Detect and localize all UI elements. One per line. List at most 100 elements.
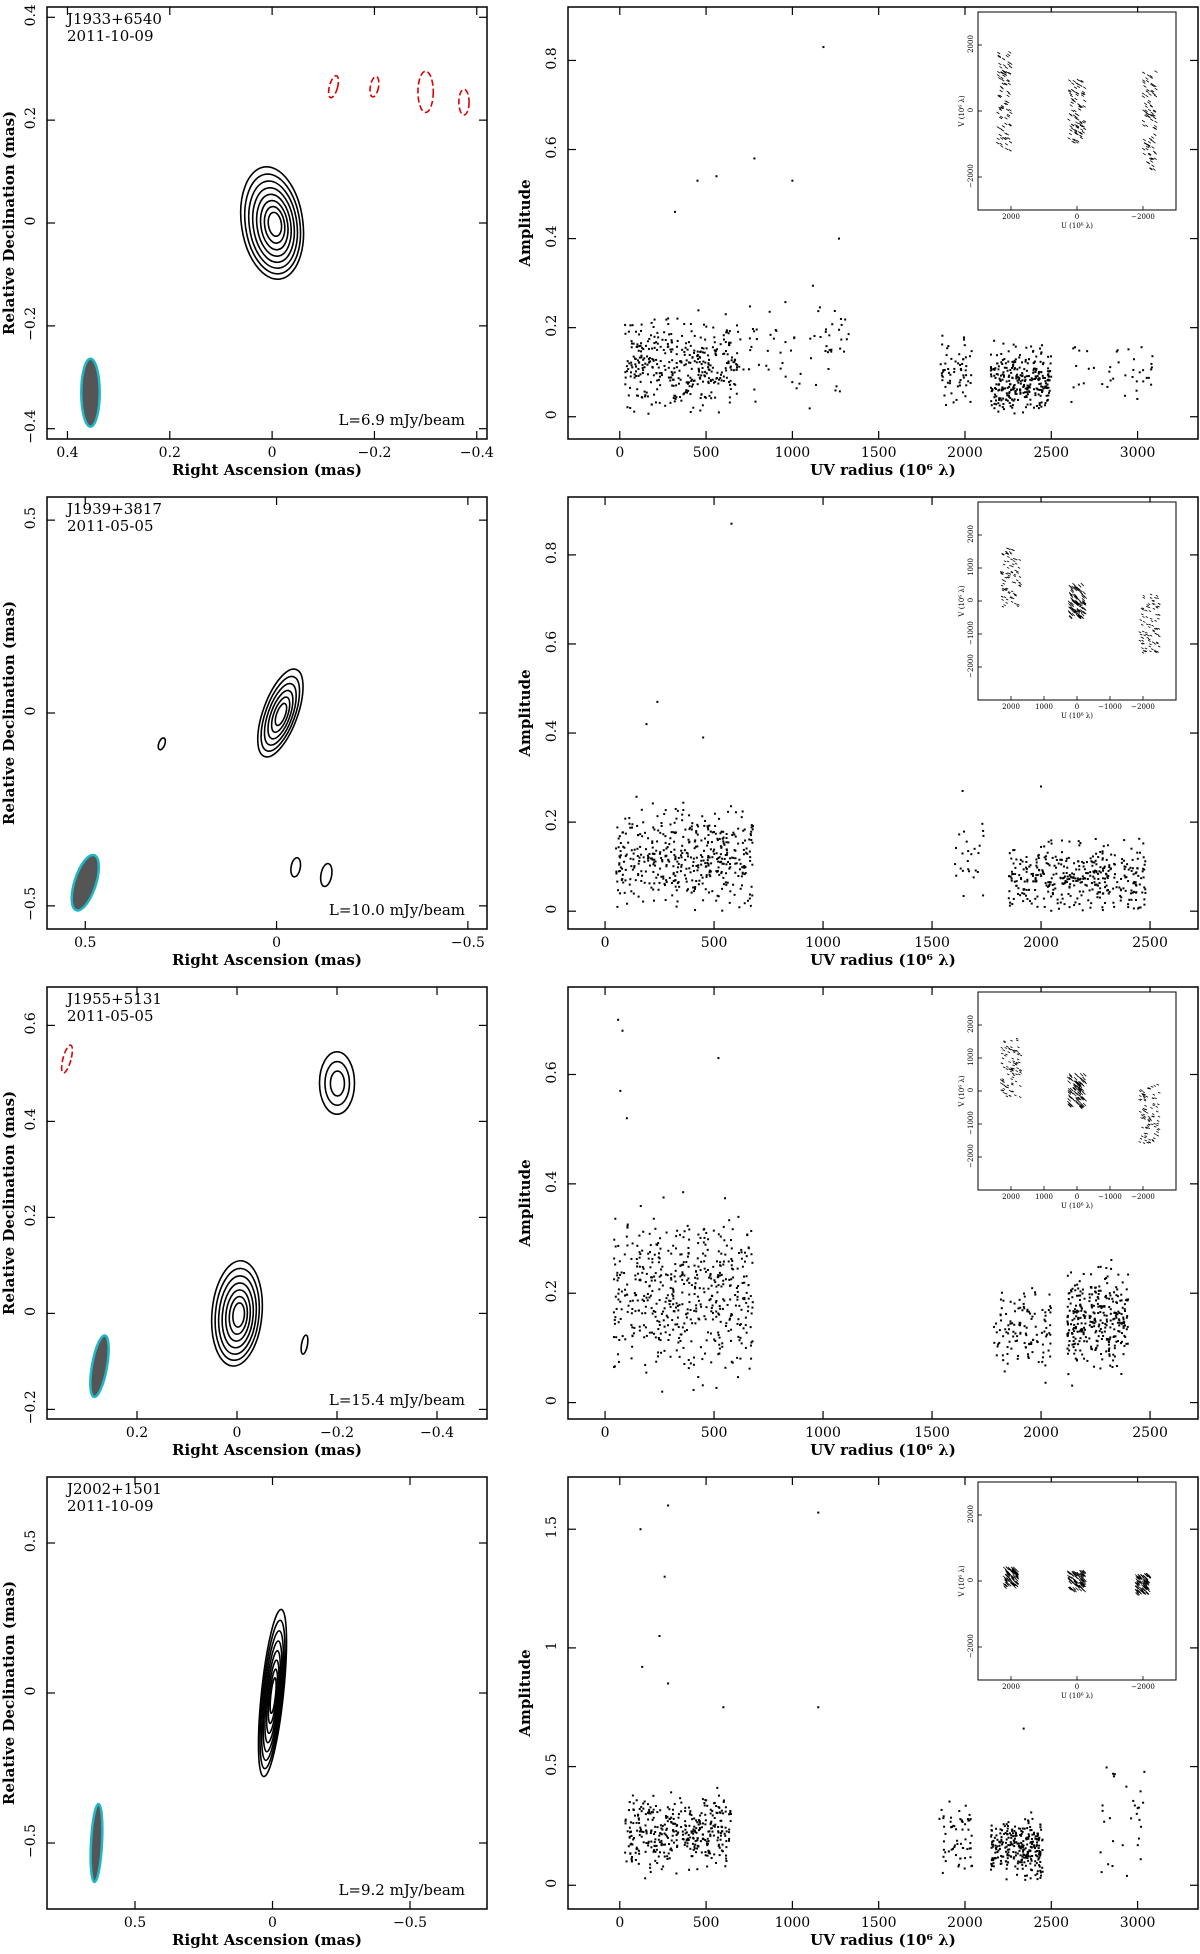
uv-point — [719, 1834, 722, 1837]
uv-point — [704, 1270, 707, 1273]
uv-point — [686, 852, 689, 855]
uv-point — [700, 854, 703, 857]
uv-point — [1124, 374, 1127, 377]
uv-track-sample — [1007, 1566, 1012, 1571]
uv-point — [1056, 898, 1059, 901]
uv-point — [1029, 383, 1032, 386]
uv-point — [655, 1243, 658, 1246]
uv-point — [1063, 903, 1066, 906]
uv-point — [1011, 377, 1014, 380]
uv-point — [703, 1315, 706, 1318]
uv-point — [1025, 860, 1028, 863]
uv-track-sample — [1010, 1039, 1013, 1042]
uv-track-sample — [1152, 168, 1156, 171]
uv-track-sample — [1070, 606, 1075, 610]
uv-track-sample — [1075, 1571, 1079, 1576]
uv-point — [1115, 1365, 1118, 1368]
uv-point — [625, 1860, 628, 1863]
uv-point — [817, 310, 820, 313]
uv-point — [1142, 867, 1145, 870]
uv-point — [1037, 372, 1040, 375]
uv-point — [996, 1851, 999, 1854]
uv-point — [722, 379, 725, 382]
uv-point — [1015, 1834, 1018, 1837]
uv-track-sample — [1068, 592, 1073, 596]
uv-track-sample — [1148, 645, 1152, 648]
uv-track-sample — [1067, 1578, 1072, 1582]
uv-point — [1047, 391, 1050, 394]
uv-point — [767, 368, 770, 371]
uv-point — [663, 331, 666, 334]
uv-point — [1031, 1854, 1034, 1857]
uv-point — [749, 349, 752, 352]
uv-point — [618, 870, 621, 873]
uv-point — [1012, 363, 1015, 366]
uv-point — [1074, 1349, 1077, 1352]
uv-point — [729, 383, 732, 386]
uv-track-sample — [1141, 95, 1146, 98]
uv-point — [1122, 1326, 1125, 1329]
uv-point — [706, 825, 709, 828]
uv-point — [1040, 1331, 1043, 1334]
uv-point — [686, 1842, 689, 1845]
uv-point — [720, 860, 723, 863]
uv-point — [1026, 1856, 1029, 1859]
uv-point — [646, 340, 649, 343]
uv-point — [647, 1842, 650, 1845]
uv-point — [959, 367, 962, 370]
uv-point — [1044, 858, 1047, 861]
uv-point — [734, 383, 737, 386]
uv-track-sample — [1079, 601, 1083, 605]
uv-point — [715, 852, 718, 855]
uv-track-sample — [1006, 566, 1010, 569]
uv-track-sample — [1076, 608, 1081, 613]
x-tick-label: 1000 — [775, 1915, 811, 1931]
uv-track-sample — [1001, 125, 1006, 128]
uv-point — [631, 868, 634, 871]
uv-point — [733, 893, 736, 896]
uv-track-sample — [1157, 645, 1161, 648]
uv-point — [1005, 1860, 1008, 1863]
uv-point — [685, 389, 688, 392]
uv-track-sample — [1074, 116, 1078, 120]
uv-point — [647, 1818, 650, 1821]
uv-track-sample — [1147, 1575, 1151, 1579]
uv-point — [1034, 1874, 1037, 1877]
uv-point — [619, 850, 622, 853]
uv-point — [1122, 1325, 1125, 1328]
uv-point — [700, 363, 703, 366]
uv-point — [1081, 1307, 1084, 1310]
uv-point — [661, 1824, 664, 1827]
uv-track-sample — [1015, 1573, 1019, 1578]
uv-point — [645, 1842, 648, 1845]
uv-point — [1012, 862, 1015, 865]
uv-point — [730, 368, 733, 371]
contour-line — [264, 1649, 282, 1744]
uv-track-sample — [1007, 137, 1011, 140]
x-tick-label: 500 — [693, 1915, 720, 1931]
uv-point — [1052, 888, 1055, 891]
uv-point — [744, 1346, 747, 1349]
uv-point — [990, 1859, 993, 1862]
uv-point — [1000, 1307, 1003, 1310]
uv-point — [1011, 903, 1014, 906]
uv-point — [1136, 851, 1139, 854]
uv-track-sample — [1075, 1080, 1079, 1084]
uv-point — [1142, 1801, 1145, 1804]
uv-point — [1024, 1856, 1027, 1859]
uv-track-sample — [1070, 1103, 1074, 1108]
uv-point — [1017, 381, 1020, 384]
uv-point — [1122, 887, 1125, 890]
uv-point — [1071, 1319, 1074, 1322]
uv-point — [962, 358, 965, 361]
uv-track-sample — [997, 55, 1001, 58]
uv-point — [1035, 1841, 1038, 1844]
uv-point — [727, 1839, 730, 1842]
uv-point — [624, 371, 627, 374]
uv-point — [1019, 389, 1022, 392]
uv-point — [644, 362, 647, 365]
uv-point — [670, 1821, 673, 1824]
uv-point — [621, 867, 624, 870]
uv-track-sample — [1007, 72, 1012, 75]
uv-point — [625, 1117, 628, 1120]
